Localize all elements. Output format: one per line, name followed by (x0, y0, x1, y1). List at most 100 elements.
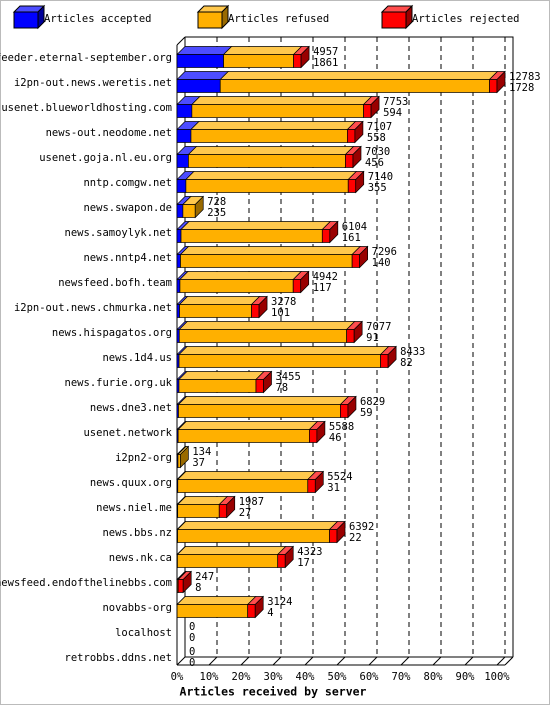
bar-side (284, 545, 294, 569)
bar (292, 279, 302, 293)
value-label-accepted: 17 (297, 557, 310, 569)
x-tick-label: 100% (484, 671, 510, 683)
bar-top (176, 46, 233, 55)
bar (177, 529, 330, 543)
bar-side (336, 520, 346, 544)
legend-swatch (13, 11, 39, 29)
bar (180, 229, 323, 243)
y-tick-label: news.furie.org.uk (65, 377, 173, 389)
bar (346, 329, 355, 343)
bar-top (180, 221, 332, 230)
x-tick-label: 20% (232, 671, 252, 683)
x-tick-label: 0% (171, 671, 184, 683)
tick-mark (432, 656, 442, 666)
bar-side (194, 195, 204, 219)
bar-side (182, 570, 192, 594)
value-label-accepted: 558 (367, 132, 386, 144)
tick-mark (272, 656, 282, 666)
bar (293, 54, 302, 68)
value-label-accepted: 101 (271, 307, 290, 319)
bar (177, 429, 310, 443)
value-label-accepted: 0 (189, 632, 195, 644)
bar (363, 104, 372, 118)
y-tick-label: news.quux.org (90, 477, 172, 489)
value-label-accepted: 594 (383, 107, 402, 119)
value-label-accepted: 22 (349, 532, 362, 544)
bar (223, 54, 294, 68)
value-label-total: 3278 (271, 296, 296, 308)
y-tick-label: news-out.neodome.net (46, 127, 172, 139)
value-label-total: 6829 (360, 396, 385, 408)
bar-side (226, 495, 236, 519)
value-label-accepted: 1861 (313, 57, 338, 69)
value-label-total: 12783 (509, 71, 541, 83)
bar (188, 154, 346, 168)
bar-top (185, 171, 358, 180)
bar (190, 129, 348, 143)
value-label-total: 1987 (239, 496, 264, 508)
value-label-total: 0 (189, 646, 195, 658)
value-label-total: 3124 (267, 596, 292, 608)
bar (178, 404, 341, 418)
value-label-accepted: 59 (360, 407, 373, 419)
bar (176, 204, 184, 218)
tick-mark (240, 656, 250, 666)
bar (218, 504, 228, 518)
bar-top (176, 71, 230, 80)
bar-top (187, 146, 355, 155)
value-label-total: 6392 (349, 521, 374, 533)
bar-top (178, 321, 356, 330)
bar-top (176, 546, 287, 555)
y-tick-label: news.samoylyk.net (65, 227, 172, 239)
value-label-accepted: 8 (195, 582, 201, 594)
y-tick-label: usenet.blueworldhosting.com (1, 102, 172, 114)
axis-line (176, 36, 186, 46)
value-label-accepted: 4 (267, 607, 273, 619)
bar-top (178, 371, 265, 380)
y-tick-label: feeder.eternal-september.org (0, 52, 172, 64)
x-tick-label: 10% (200, 671, 220, 683)
value-label-total: 5524 (327, 471, 352, 483)
bar (380, 354, 389, 368)
bar (176, 129, 192, 143)
value-label-accepted: 235 (207, 207, 226, 219)
back-wall (185, 36, 514, 657)
value-label-accepted: 117 (313, 282, 332, 294)
value-label-accepted: 46 (329, 432, 342, 444)
bar (176, 179, 187, 193)
value-label-accepted: 31 (327, 482, 340, 494)
bar (182, 204, 196, 218)
bar-top (190, 121, 357, 130)
bar (176, 104, 193, 118)
bar (180, 254, 353, 268)
value-label-total: 4942 (313, 271, 338, 283)
y-tick-label: i2pn-out.news.weretis.net (14, 77, 172, 89)
bar (179, 304, 252, 318)
tick-mark (336, 656, 346, 666)
x-tick-label: 40% (296, 671, 316, 683)
value-label-accepted: 161 (342, 232, 361, 244)
bar-top (177, 396, 350, 405)
bar (176, 154, 189, 168)
bar (178, 354, 381, 368)
bar-top (178, 346, 390, 355)
bar (176, 604, 249, 618)
bar-side (316, 420, 326, 444)
y-tick-label: news.nk.ca (109, 552, 172, 564)
value-label-total: 3455 (275, 371, 300, 383)
tick-mark (176, 656, 186, 666)
bar (329, 529, 338, 543)
bar-top (178, 296, 261, 305)
bar (309, 429, 318, 443)
bar-side (258, 295, 268, 319)
y-tick-label: newsfeed.endofthelinebbs.com (0, 577, 172, 589)
bar-top (176, 471, 317, 480)
bar (179, 279, 294, 293)
bar (176, 229, 182, 243)
value-label-accepted: 355 (368, 182, 387, 194)
bar-side (496, 70, 506, 94)
value-label-total: 7140 (368, 171, 393, 183)
y-tick-label: usenet.goja.nl.eu.org (39, 152, 172, 164)
value-label-total: 0 (189, 621, 195, 633)
